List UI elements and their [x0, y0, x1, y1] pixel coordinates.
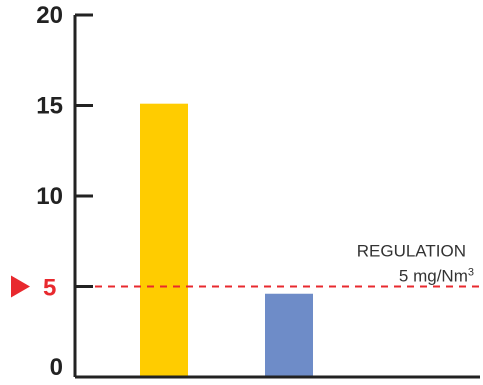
regulation-annotation-title: REGULATION	[357, 242, 466, 261]
y-tick-label: 20	[36, 2, 63, 29]
reference-value-label: 5	[43, 275, 56, 302]
y-tick-label: 10	[36, 183, 63, 210]
regulation-annotation-superscript: 3	[468, 267, 474, 279]
y-tick-label: 15	[36, 93, 63, 120]
bar-2	[265, 293, 313, 377]
reference-layer: 5 REGULATION 5 mg/Nm3	[11, 242, 480, 302]
y-tick-label: 0	[50, 354, 63, 380]
bars-layer	[140, 103, 313, 377]
regulation-annotation-value: 5 mg/Nm3	[399, 267, 474, 286]
bar-1	[140, 103, 188, 377]
y-axis-ticks: 0 10 15 20	[36, 2, 93, 381]
reference-marker-arrow-icon	[11, 275, 30, 298]
regulation-annotation-value-text: 5 mg/Nm	[399, 267, 468, 286]
